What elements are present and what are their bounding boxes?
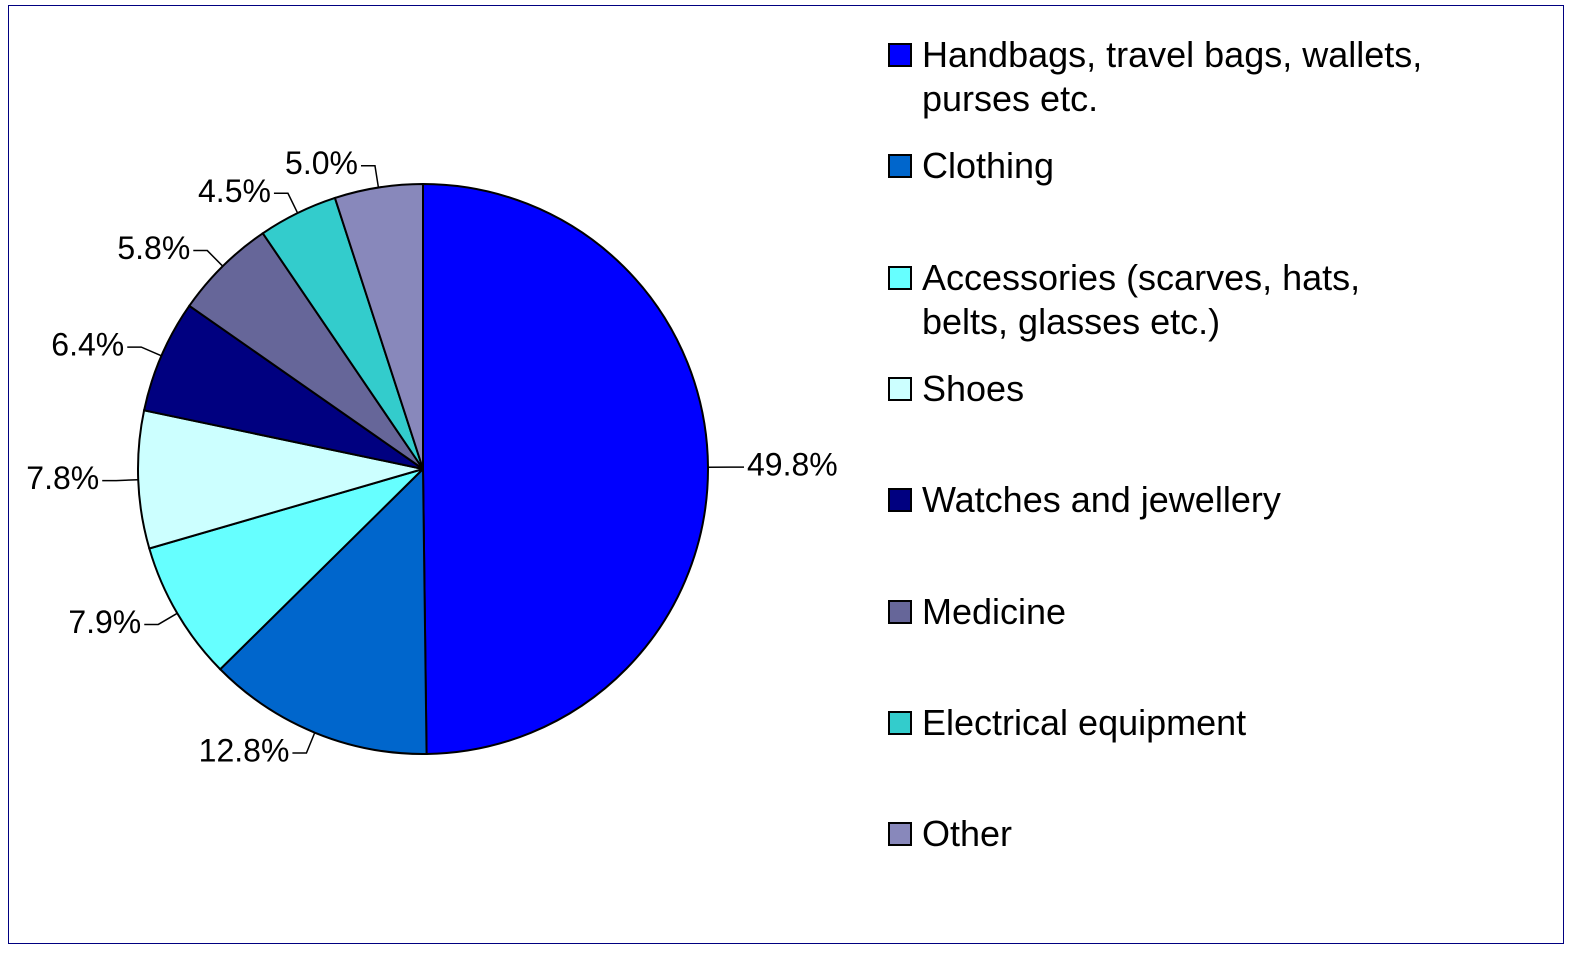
legend-swatch [888,599,912,624]
chart-frame [8,5,1564,944]
legend-swatch [888,154,912,179]
legend-swatch [888,822,912,847]
leader-line [193,249,224,267]
pie-slice [333,182,424,470]
legend-swatch [888,43,912,67]
legend-label: Other [922,813,1013,855]
legend-label: Handbags, travel bags, wallets, purses e… [922,34,1423,119]
legend-swatch [888,710,912,735]
data-label: 5.0% [285,145,358,181]
data-label: 7.9% [68,604,141,640]
legend-item: Clothing [888,144,1452,188]
legend-swatch [888,488,912,513]
legend-label: Shoes [922,367,1025,409]
data-label: 49.8% [747,447,838,483]
pie-slice [218,466,428,755]
data-label: 5.8% [117,230,190,266]
legend-label: Accessories (scarves, hats, belts, glass… [922,256,1361,342]
leader-line [273,192,299,214]
legend-swatch [888,265,912,290]
pie-slice [142,304,424,470]
legend-item: Electrical equipment [888,701,1452,745]
leader-line [292,732,316,754]
legend-item: Handbags, travel bags, wallets, purses e… [888,33,1452,121]
legend-item: Accessories (scarves, hats, belts, glass… [888,256,1452,344]
data-label: 4.5% [198,173,271,209]
legend-label: Electrical equipment [922,701,1247,743]
leader-line [360,165,380,188]
legend-swatch [888,376,912,401]
legend-item: Shoes [888,367,1452,411]
pie-slice [148,468,424,671]
leader-line [127,346,162,357]
data-label: 7.8% [26,460,99,496]
data-label: 12.8% [199,732,290,768]
legend-label: Watches and jewellery [922,479,1281,521]
data-label: 6.4% [51,327,124,363]
legend-item: Other [888,812,1452,856]
legend-label: Medicine [922,590,1067,632]
leader-line [144,612,178,626]
legend-item: Watches and jewellery [888,478,1452,522]
legend-item: Medicine [888,590,1452,634]
leader-line [102,478,139,482]
pie-slice [422,182,709,755]
legend-label: Clothing [922,145,1055,187]
